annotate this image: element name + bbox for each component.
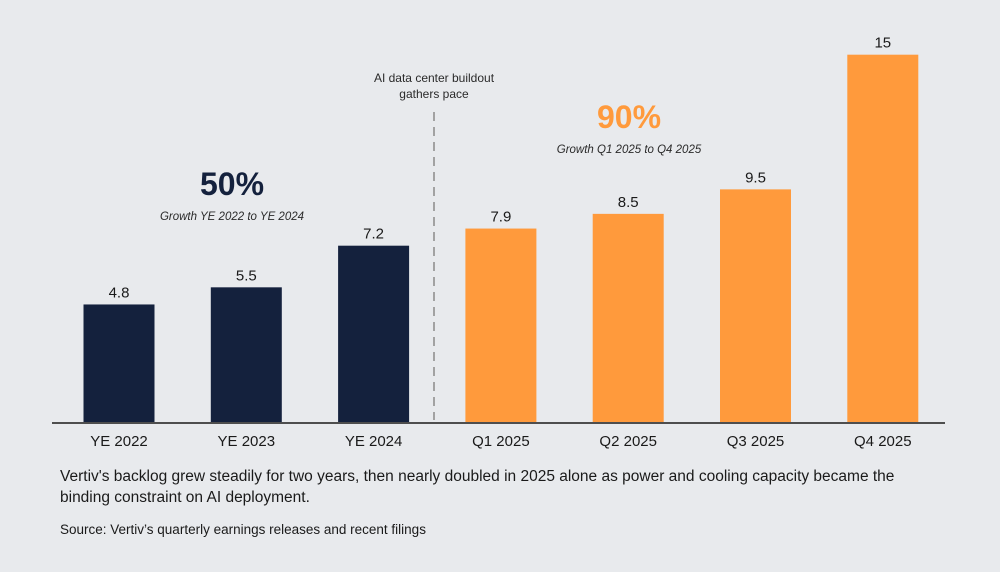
value-label: 8.5	[618, 194, 639, 211]
group2-growth-percent: 90%	[596, 99, 662, 135]
value-label: 5.5	[236, 267, 257, 284]
group1-growth-subtitle: Growth YE 2022 to YE 2024	[159, 211, 305, 223]
bars-group	[83, 54, 919, 422]
group2-growth-subtitle: Growth Q1 2025 to Q4 2025	[556, 144, 702, 156]
group2-growth-annotation: 90% Growth Q1 2025 to Q4 2025	[529, 99, 729, 156]
value-labels-group: 4.8 5.5 7.2 7.9 8.5 9.5 15	[109, 35, 892, 302]
value-label: 4.8	[109, 284, 130, 301]
bar-q4-2025	[847, 54, 919, 422]
bar-q3-2025	[720, 189, 791, 422]
bar-ye-2022	[83, 304, 155, 422]
divider-annotation-line2: gathers pace	[399, 87, 469, 101]
bar-q2-2025	[592, 213, 664, 422]
x-tick-labels-group: YE 2022 YE 2023 YE 2024 Q1 2025 Q2 2025 Q3 20…	[90, 433, 911, 450]
bar-q1-2025	[465, 228, 537, 422]
value-label: 7.2	[363, 226, 384, 243]
x-tick-label: YE 2024	[345, 433, 403, 450]
x-tick-label: Q2 2025	[599, 433, 657, 450]
chart-caption: Vertiv's backlog grew steadily for two y…	[60, 468, 895, 506]
value-label: 7.9	[490, 209, 511, 226]
divider-annotation-line1: AI data center buildout	[373, 71, 495, 85]
x-tick-label: YE 2023	[218, 433, 276, 450]
divider-annotation: AI data center buildout gathers pace	[344, 70, 524, 102]
backlog-bar-chart: 4.85.57.27.98.59.515 YE 2022 YE 2023 YE 20…	[52, 35, 945, 450]
value-label: 9.5	[745, 169, 766, 186]
value-label: 15	[874, 35, 891, 52]
chart-source: Source: Vertiv’s quarterly earnings rele…	[60, 522, 426, 537]
bar-ye-2024	[338, 245, 410, 422]
x-tick-label: Q1 2025	[472, 433, 530, 450]
x-tick-label: Q3 2025	[727, 433, 785, 450]
bar-ye-2023	[210, 287, 282, 422]
group1-growth-percent: 50%	[199, 166, 265, 202]
x-tick-label: Q4 2025	[854, 433, 912, 450]
group1-growth-annotation: 50% Growth YE 2022 to YE 2024	[132, 166, 332, 223]
x-tick-label: YE 2022	[90, 433, 148, 450]
